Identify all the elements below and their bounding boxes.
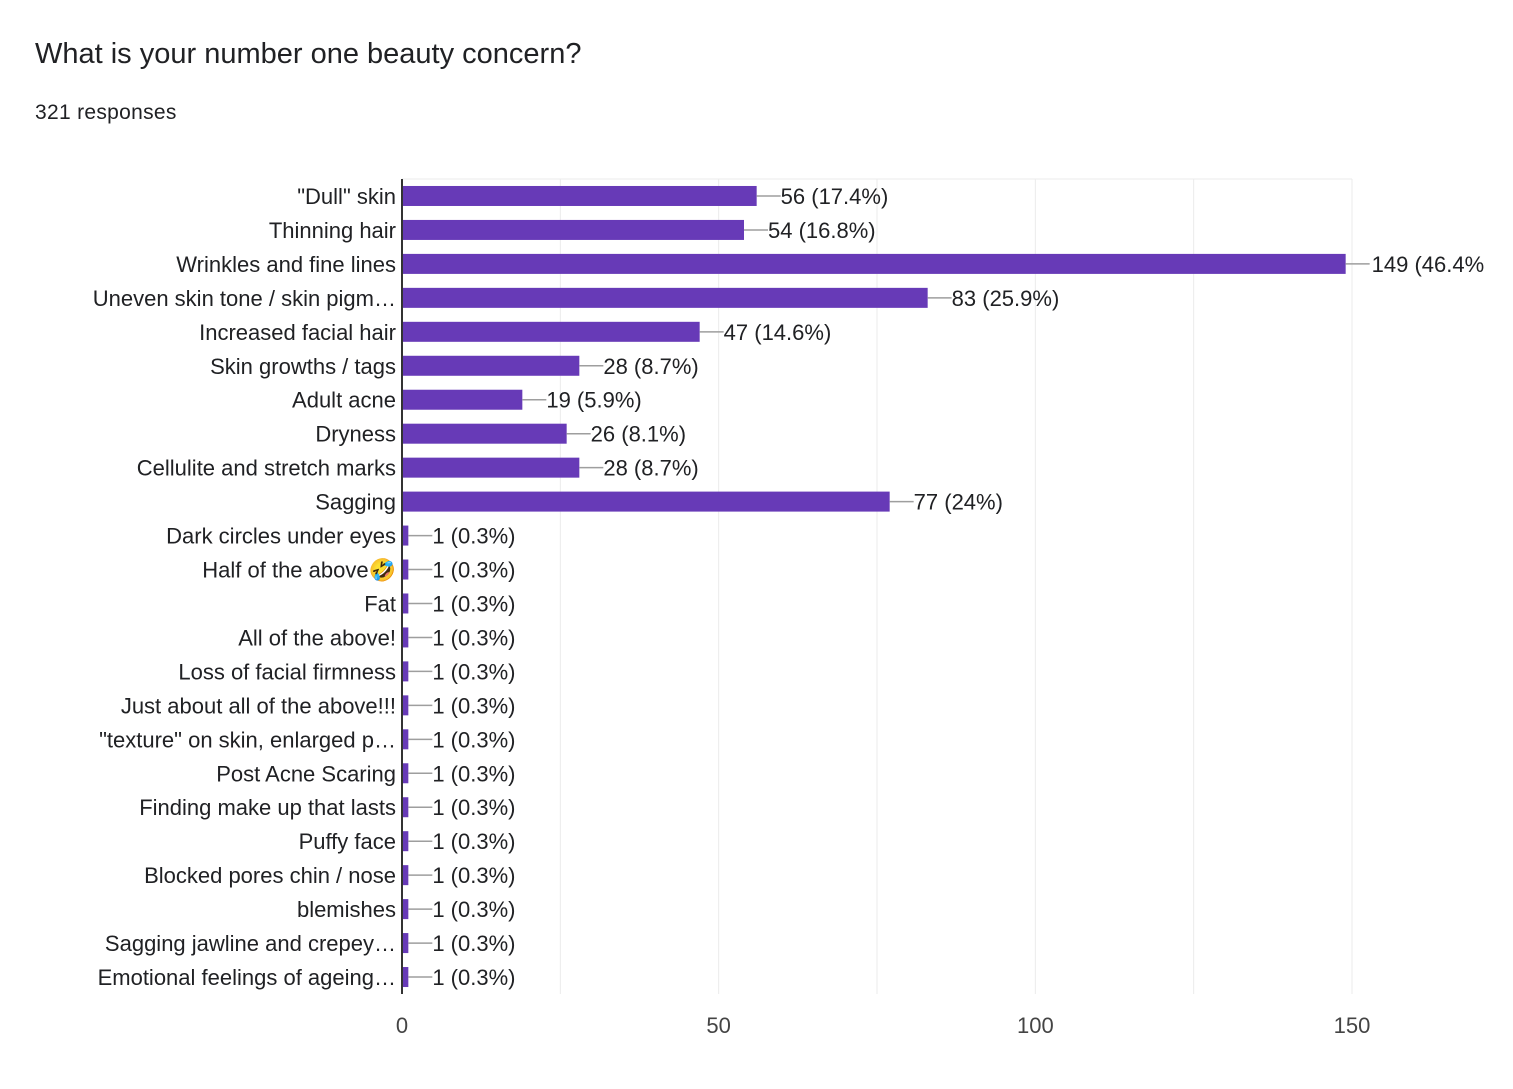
data-label: 1 (0.3%) (432, 897, 515, 922)
bar (402, 355, 580, 376)
category-label: Skin growths / tags (210, 354, 396, 379)
category-label: Blocked pores chin / nose (144, 863, 396, 888)
category-label: Fat (364, 591, 396, 616)
data-label: 28 (8.7%) (603, 354, 698, 379)
data-label: 1 (0.3%) (432, 524, 515, 549)
data-label: 1 (0.3%) (432, 829, 515, 854)
data-label: 149 (46.4% (1372, 252, 1485, 277)
bar (402, 525, 409, 546)
data-label: 1 (0.3%) (432, 727, 515, 752)
data-label: 1 (0.3%) (432, 863, 515, 888)
category-label: Sagging (315, 490, 396, 515)
category-label: "Dull" skin (297, 184, 396, 209)
bar (402, 899, 409, 920)
x-tick-label: 0 (396, 1013, 408, 1038)
bar (402, 593, 409, 614)
bar (402, 321, 700, 342)
bar (402, 253, 1346, 274)
data-label: 1 (0.3%) (432, 558, 515, 583)
chart-title: What is your number one beauty concern? (35, 38, 582, 70)
category-label: Sagging jawline and crepey… (105, 931, 396, 956)
category-label: Thinning hair (269, 218, 396, 243)
x-tick-label: 150 (1334, 1013, 1371, 1038)
category-label: "texture" on skin, enlarged p… (99, 727, 396, 752)
bar (402, 219, 744, 240)
data-label: 47 (14.6%) (724, 320, 832, 345)
bar (402, 729, 409, 750)
category-label: Just about all of the above!!! (121, 693, 396, 718)
category-label: Increased facial hair (199, 320, 396, 345)
category-label: Dryness (315, 422, 396, 447)
data-label: 19 (5.9%) (546, 388, 641, 413)
bar (402, 967, 409, 988)
data-label: 77 (24%) (914, 490, 1003, 515)
response-count: 321 responses (35, 101, 177, 124)
category-label: Uneven skin tone / skin pigm… (93, 286, 396, 311)
data-label: 83 (25.9%) (952, 286, 1060, 311)
bar (402, 423, 567, 444)
bar (402, 831, 409, 852)
bar (402, 797, 409, 818)
bar (402, 865, 409, 886)
category-label: Puffy face (299, 829, 396, 854)
bar (402, 287, 928, 308)
data-label: 26 (8.1%) (591, 422, 686, 447)
x-tick-label: 100 (1017, 1013, 1054, 1038)
bar (402, 661, 409, 682)
category-label: All of the above! (238, 625, 396, 650)
data-label: 1 (0.3%) (432, 761, 515, 786)
bar (402, 933, 409, 954)
bar (402, 559, 409, 580)
data-label: 1 (0.3%) (432, 625, 515, 650)
data-label: 28 (8.7%) (603, 456, 698, 481)
category-label: Adult acne (292, 388, 396, 413)
category-label: Wrinkles and fine lines (176, 252, 396, 277)
bar (402, 763, 409, 784)
data-label: 1 (0.3%) (432, 965, 515, 990)
data-label: 1 (0.3%) (432, 659, 515, 684)
data-label: 1 (0.3%) (432, 591, 515, 616)
category-label: blemishes (297, 897, 396, 922)
category-label: Loss of facial firmness (178, 659, 396, 684)
category-label: Cellulite and stretch marks (137, 456, 396, 481)
bar (402, 457, 580, 478)
category-label: Half of the above🤣 (202, 558, 396, 585)
bar (402, 627, 409, 648)
category-label: Post Acne Scaring (216, 761, 396, 786)
data-label: 1 (0.3%) (432, 931, 515, 956)
bar (402, 389, 523, 410)
category-label: Dark circles under eyes (166, 524, 396, 549)
bar (402, 185, 757, 206)
data-label: 1 (0.3%) (432, 693, 515, 718)
data-label: 56 (17.4%) (781, 184, 889, 209)
bar (402, 695, 409, 716)
bar (402, 491, 890, 512)
data-label: 54 (16.8%) (768, 218, 876, 243)
category-label: Emotional feelings of ageing… (98, 965, 396, 990)
category-label: Finding make up that lasts (139, 795, 396, 820)
data-label: 1 (0.3%) (432, 795, 515, 820)
x-tick-label: 50 (706, 1013, 730, 1038)
